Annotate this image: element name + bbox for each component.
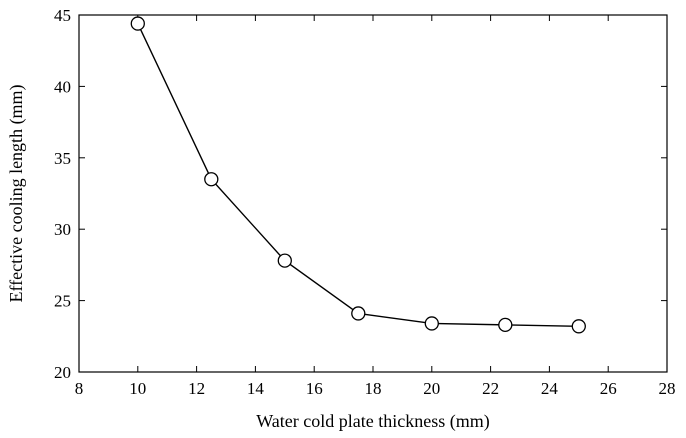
axes: 8 10 12 14 16 18 20 22 24 26 28 20 25 30 35 40 45 <box>54 6 676 398</box>
x-tick-label: 24 <box>541 379 559 398</box>
series-line <box>137 23 579 328</box>
y-tick-label: 45 <box>54 6 71 25</box>
y-tick-label: 35 <box>54 149 71 168</box>
data-point <box>204 172 219 187</box>
x-tick-label: 12 <box>188 379 205 398</box>
x-tick-label: 26 <box>600 379 617 398</box>
y-tick-label: 20 <box>54 363 71 382</box>
x-tick-label: 10 <box>129 379 146 398</box>
data-point <box>571 319 586 334</box>
data-point <box>424 316 439 331</box>
x-tick-label: 14 <box>247 379 265 398</box>
x-axis-label: Water cold plate thickness (mm) <box>256 411 489 432</box>
y-tick-label: 25 <box>54 292 71 311</box>
y-axis-label: Effective cooling length (mm) <box>6 84 27 302</box>
x-tick-label: 8 <box>75 379 84 398</box>
data-point <box>130 16 145 31</box>
plot-frame <box>78 14 668 373</box>
y-tick-label: 30 <box>54 220 71 239</box>
series <box>130 16 586 334</box>
x-tick-label: 16 <box>306 379 323 398</box>
x-tick-label: 20 <box>423 379 440 398</box>
x-tick-label: 28 <box>659 379 676 398</box>
x-tick-label: 22 <box>482 379 499 398</box>
x-tick-label: 18 <box>365 379 382 398</box>
data-point <box>277 253 292 268</box>
data-point <box>351 306 366 321</box>
y-tick-label: 40 <box>54 77 71 96</box>
data-point <box>498 317 513 333</box>
